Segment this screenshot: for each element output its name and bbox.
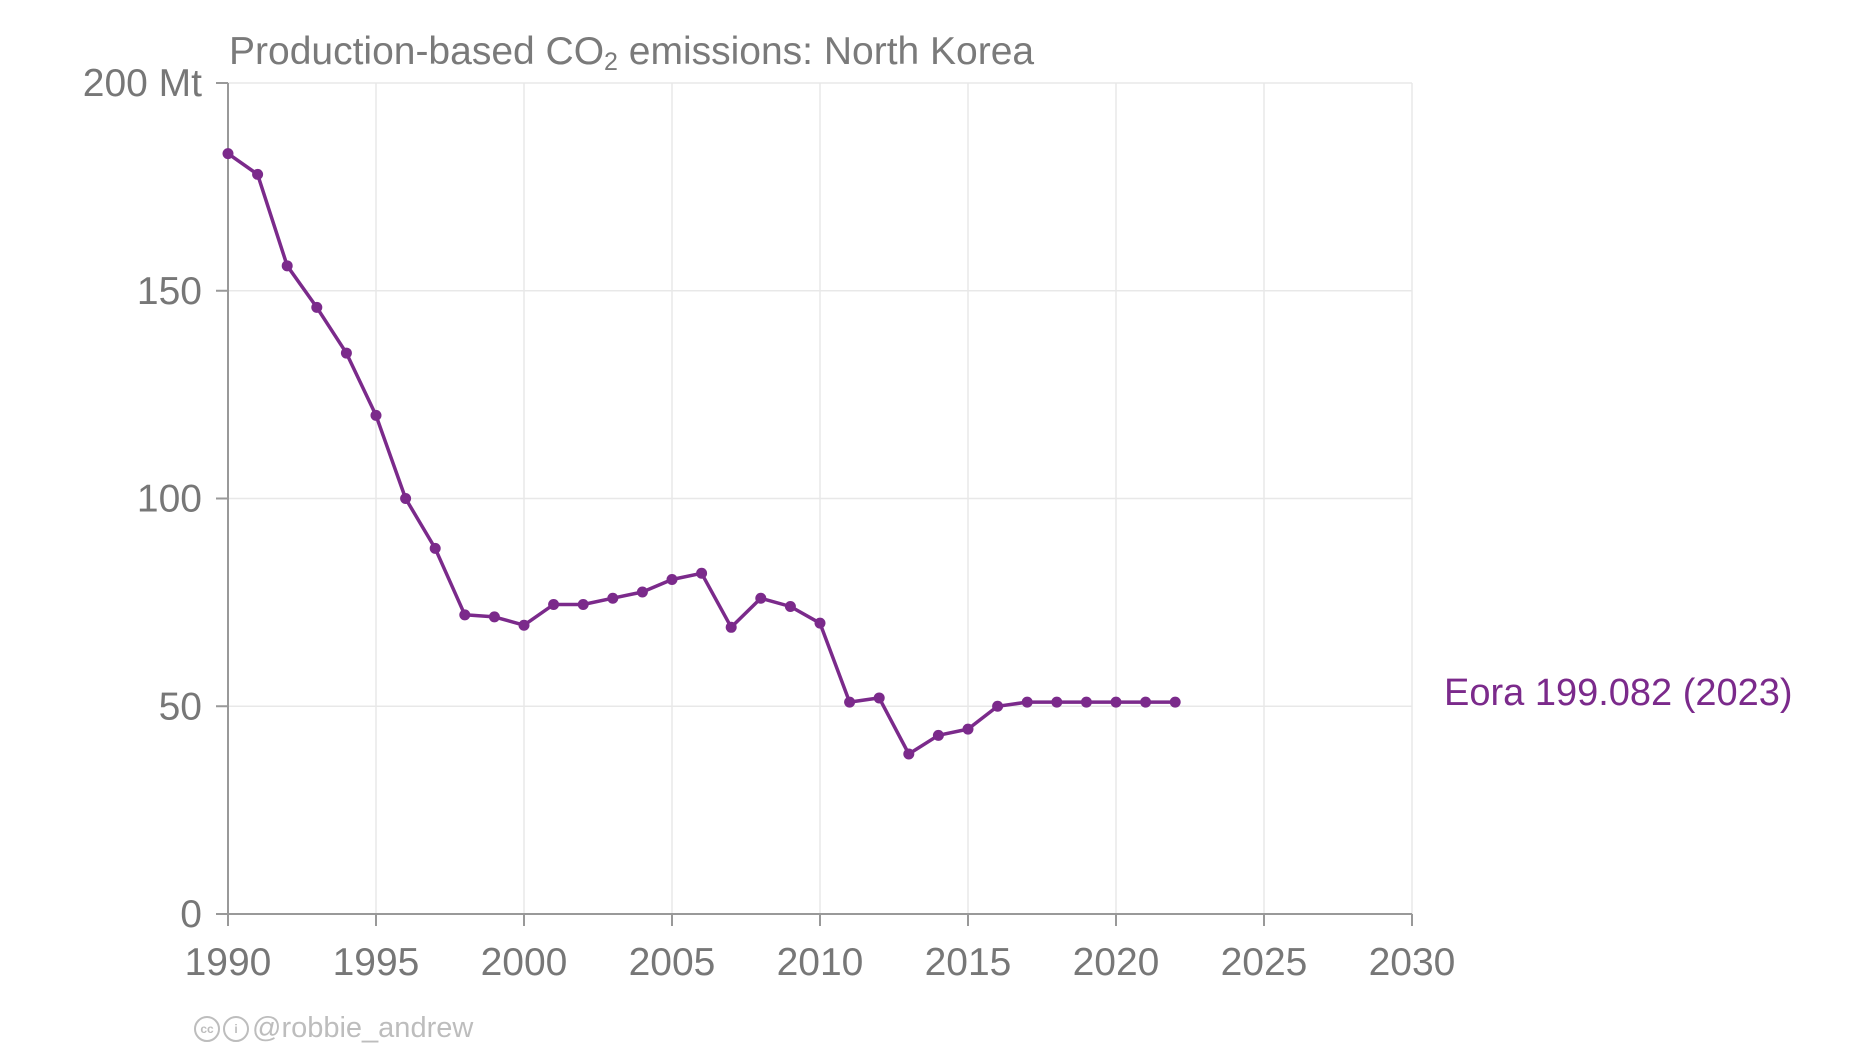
data-point [844, 696, 856, 708]
data-point [429, 542, 441, 554]
grid-lines [228, 82, 1413, 914]
data-point [814, 617, 826, 629]
axes [216, 82, 1413, 926]
credit: cc i @robbie_andrew [194, 1012, 473, 1045]
data-point [725, 621, 737, 633]
y-tick-label: 150 [137, 270, 202, 313]
data-point [370, 409, 382, 421]
data-point [784, 601, 796, 613]
credit-handle: @robbie_andrew [252, 1012, 474, 1044]
data-point [400, 493, 412, 504]
data-point [1080, 696, 1092, 708]
x-tick-label: 2015 [925, 941, 1012, 984]
tick-labels: 0 50 100 150 200 Mt 1990 1995 2000 2005 2010 2015 2… [83, 62, 1456, 984]
data-point [1140, 696, 1152, 708]
data-point [548, 598, 560, 610]
y-tick-label: 0 [180, 893, 202, 936]
y-tick-label: 50 [159, 685, 202, 728]
x-tick-label: 2000 [481, 941, 568, 984]
data-point [311, 301, 323, 313]
x-tick-label: 2030 [1369, 941, 1456, 984]
x-tick-label: 2005 [629, 941, 716, 984]
y-tick-label: 100 [137, 478, 202, 521]
x-tick-label: 2010 [777, 941, 864, 984]
data-point [1169, 696, 1181, 708]
series-group [222, 148, 1181, 760]
x-tick-label: 1995 [333, 941, 420, 984]
data-point [666, 574, 678, 586]
x-tick-label: 2020 [1073, 941, 1160, 984]
chart-title-suffix: emissions: North Korea [617, 30, 1035, 73]
data-point [992, 700, 1004, 712]
creative-commons-icon: cc [194, 1015, 220, 1042]
data-point [962, 723, 974, 735]
data-point [340, 347, 352, 359]
data-point [873, 692, 885, 704]
data-point [607, 592, 619, 604]
data-point [281, 260, 293, 272]
data-point [518, 619, 530, 631]
data-point [1021, 696, 1033, 708]
data-point [1051, 696, 1063, 708]
attribution-icon: i [223, 1015, 249, 1042]
data-point [1110, 696, 1122, 708]
data-point [488, 611, 500, 623]
x-tick-label: 1990 [185, 941, 272, 984]
chart-title-prefix: Production-based CO [229, 30, 605, 73]
y-tick-label: 200 Mt [83, 62, 202, 105]
data-point [222, 148, 234, 160]
chart-title: Production-based CO2 emissions: North Ko… [229, 30, 1034, 77]
x-tick-label: 2025 [1221, 941, 1308, 984]
data-point [696, 567, 708, 579]
chart-title-subscript: 2 [604, 48, 618, 76]
data-point [577, 598, 589, 610]
data-point [755, 592, 767, 604]
data-point [636, 586, 648, 598]
series-label: Eora 199.082 (2023) [1444, 672, 1793, 714]
data-point [903, 748, 915, 760]
data-point [459, 609, 471, 621]
series-line [226, 152, 1176, 756]
data-point [932, 729, 944, 741]
data-point [252, 168, 264, 180]
